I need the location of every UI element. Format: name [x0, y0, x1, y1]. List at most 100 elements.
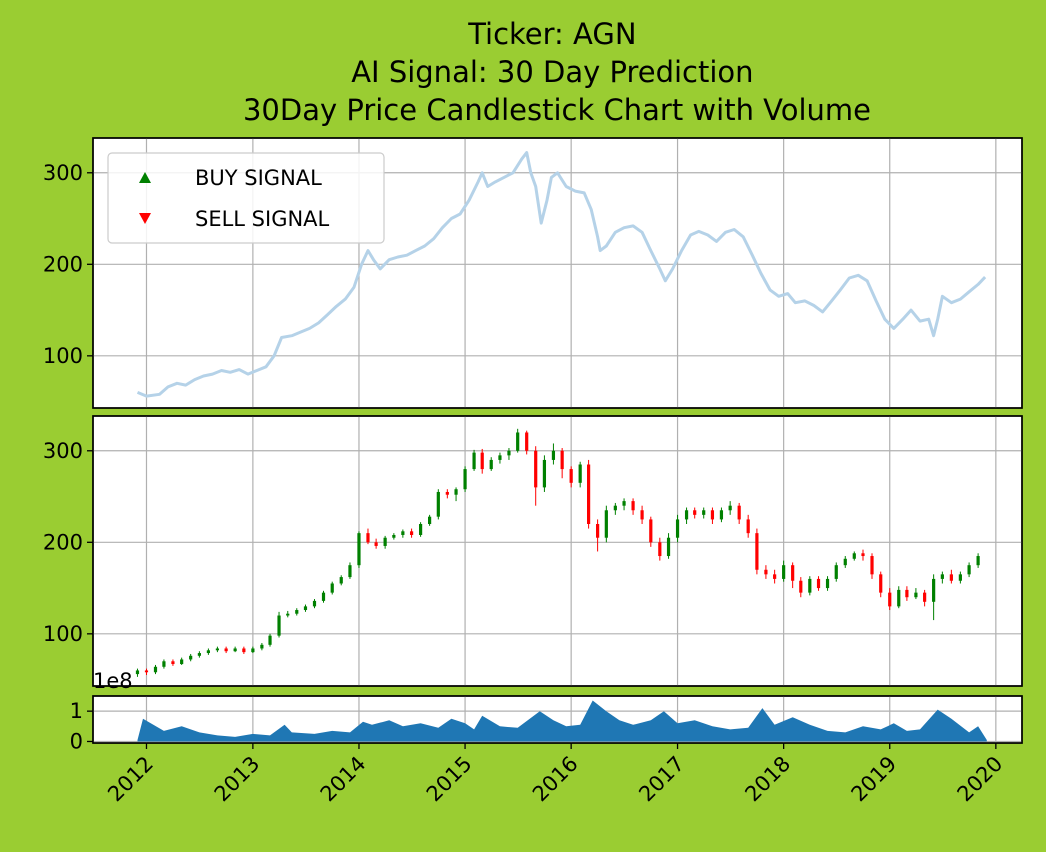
legend-buy-label: BUY SIGNAL [195, 166, 322, 190]
candle-body-92 [949, 574, 953, 581]
y-tick-label-100: 100 [43, 344, 83, 368]
candle-body-84 [879, 574, 883, 593]
candle-body-68 [737, 505, 741, 520]
candle-body-80 [843, 558, 847, 566]
legend-buy-marker [139, 172, 151, 183]
y-tick-label-300: 300 [43, 161, 83, 185]
candle-body-66 [719, 510, 724, 520]
candle-body-87 [905, 589, 909, 598]
candle-body-3 [162, 661, 166, 667]
candle-body-2 [153, 666, 158, 673]
candle-body-90 [932, 578, 936, 602]
y-tick-label-300: 300 [43, 439, 83, 463]
candle-body-42 [507, 450, 511, 456]
candle-body-62 [684, 510, 689, 520]
candle-body-10 [224, 648, 228, 652]
candle-body-79 [834, 565, 838, 579]
candle-body-83 [870, 556, 874, 575]
candle-body-30 [401, 531, 405, 535]
candle-body-11 [233, 648, 237, 652]
candle-body-32 [418, 524, 423, 535]
candle-body-61 [675, 519, 680, 538]
candle-body-59 [658, 542, 662, 557]
candle-body-60 [666, 537, 671, 557]
price-panel-border [92, 137, 1023, 409]
candle-body-70 [755, 533, 759, 570]
candle-body-94 [967, 565, 971, 575]
candle-body-44 [525, 432, 529, 451]
candle-body-75 [799, 580, 803, 593]
candle-body-48 [560, 450, 564, 470]
candle-body-35 [445, 491, 449, 495]
candle-body-57 [640, 510, 644, 520]
candle-body-81 [852, 553, 856, 559]
volume-panel-border [92, 695, 1023, 744]
candle-body-9 [215, 648, 220, 651]
candle-body-12 [242, 648, 246, 653]
candle-body-26 [366, 533, 370, 543]
candle-body-47 [551, 450, 556, 460]
candle-body-93 [958, 574, 962, 581]
candle-body-86 [897, 589, 901, 607]
price-series-line [136, 151, 987, 398]
y-tick-label-0: 0 [70, 729, 83, 753]
candle-body-45 [534, 450, 538, 488]
candle-body-39 [480, 452, 484, 470]
candle-body-23 [339, 577, 343, 584]
legend-box [107, 152, 385, 244]
candle-body-41 [498, 455, 502, 460]
candle-body-77 [816, 578, 821, 589]
candle-body-15 [268, 635, 272, 645]
candle-body-64 [702, 510, 706, 515]
candle-grid [93, 416, 1022, 686]
candle-body-40 [489, 459, 493, 470]
candle-body-5 [180, 659, 184, 665]
candle-body-52 [596, 524, 600, 538]
candle-body-43 [516, 432, 520, 451]
candle-body-24 [348, 565, 352, 578]
candle-body-20 [312, 600, 317, 607]
y-tick-label-1: 1 [70, 699, 83, 723]
candle-body-31 [409, 531, 414, 535]
chart-title-line-2: AI Signal: 30 Day Prediction [351, 55, 753, 89]
candle-body-85 [888, 592, 892, 607]
legend: BUY SIGNAL SELL SIGNAL [107, 152, 385, 244]
candle-body-49 [569, 469, 573, 483]
candle-body-51 [587, 464, 591, 524]
volume-panel: 01 1e8 [70, 669, 1023, 753]
candle-body-13 [251, 648, 255, 653]
candle-body-91 [940, 574, 944, 579]
candle-body-89 [923, 592, 927, 602]
candle-body-55 [622, 501, 626, 506]
legend-sell-marker [139, 213, 151, 224]
candle-body-33 [428, 516, 432, 524]
candle-body-28 [383, 537, 387, 546]
candle-body-4 [171, 661, 175, 665]
volume-series-area [137, 700, 987, 742]
candle-body-72 [773, 574, 777, 579]
candle-body-74 [791, 565, 795, 581]
candle-body-69 [746, 519, 750, 534]
candle-body-25 [357, 533, 361, 566]
candle-body-58 [649, 519, 653, 543]
candle-panel-border [92, 415, 1023, 687]
volume-y-axis: 01 [70, 699, 93, 753]
candle-body-54 [613, 505, 617, 511]
candle-body-0 [135, 670, 140, 675]
candle-body-82 [861, 553, 865, 557]
price-panel: 100 200 300 BUY SIGNAL SELL SIGNAL [43, 137, 1023, 409]
candle-body-21 [321, 592, 326, 601]
candle-body-88 [914, 592, 918, 598]
candle-body-18 [295, 610, 299, 614]
candles [135, 428, 980, 677]
candle-body-46 [542, 459, 547, 488]
candle-panel: 100 200 300 [43, 415, 1023, 687]
candle-body-50 [578, 464, 582, 483]
candle-body-7 [197, 653, 201, 656]
y-tick-label-100: 100 [43, 622, 83, 646]
chart-title-line-3: 30Day Price Candlestick Chart with Volum… [243, 93, 871, 127]
candle-body-37 [463, 469, 467, 490]
chart-title: Ticker: AGN AI Signal: 30 Day Prediction… [243, 17, 871, 127]
candle-y-axis: 100 200 300 [43, 439, 93, 646]
